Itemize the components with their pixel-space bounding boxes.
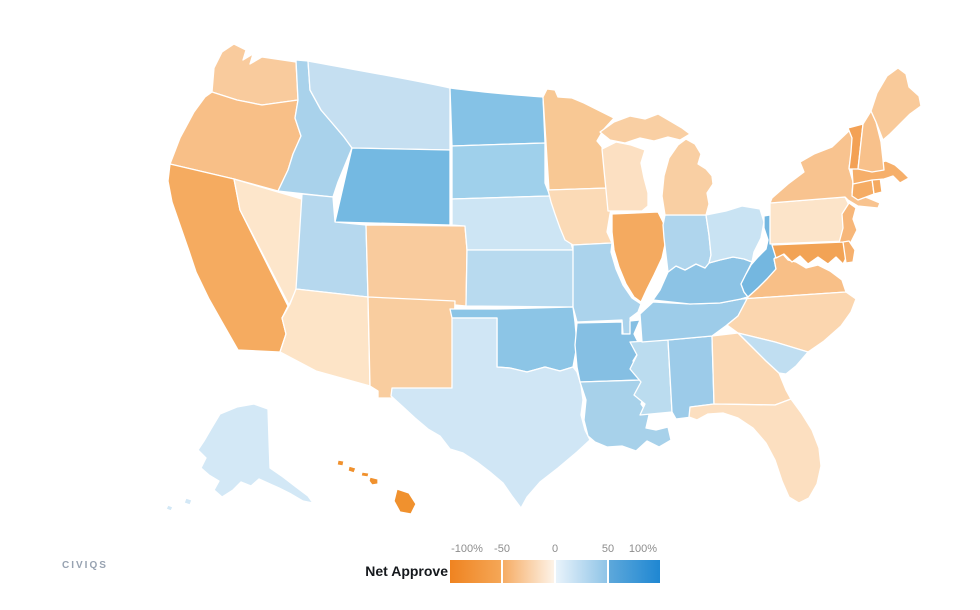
state-wyoming[interactable] <box>334 147 451 226</box>
legend-tick-pos50: 50 <box>601 543 615 555</box>
state-maine[interactable] <box>870 67 922 141</box>
state-arizona[interactable] <box>279 288 371 387</box>
state-south-dakota[interactable] <box>451 142 551 200</box>
state-louisiana[interactable] <box>579 379 672 452</box>
legend-tick-neg100: -100% <box>451 543 483 555</box>
state-delaware[interactable] <box>842 240 856 264</box>
state-virginia[interactable] <box>740 251 847 300</box>
legend-segment-strong-disapprove <box>450 560 501 583</box>
legend-segment-approve <box>556 560 607 583</box>
state-ohio[interactable] <box>705 205 765 264</box>
state-missouri[interactable] <box>572 242 642 335</box>
state-new-mexico[interactable] <box>367 296 456 399</box>
legend-segment-strong-approve <box>609 560 660 583</box>
legend-label: Net Approve <box>365 563 448 579</box>
state-michigan[interactable] <box>599 113 714 216</box>
state-hawaii[interactable] <box>336 459 417 515</box>
state-minnesota[interactable] <box>542 88 615 191</box>
state-california[interactable] <box>167 163 289 353</box>
legend-segment-disapprove <box>503 560 554 583</box>
state-arkansas[interactable] <box>574 319 643 383</box>
legend-tick-neg50: -50 <box>494 543 510 555</box>
state-indiana[interactable] <box>662 214 712 273</box>
state-montana[interactable] <box>307 60 451 151</box>
state-south-carolina[interactable] <box>737 332 809 375</box>
legend-gradient-bar <box>450 560 660 583</box>
legend-tick-pos100: 100% <box>628 543 658 555</box>
state-north-dakota[interactable] <box>449 87 546 147</box>
state-kansas[interactable] <box>465 249 579 308</box>
state-texas[interactable] <box>390 317 591 509</box>
state-florida[interactable] <box>688 398 822 504</box>
legend-tick-zero: 0 <box>551 543 559 555</box>
legend-ticks: -100% -50 0 50 100% <box>450 543 660 557</box>
states-group <box>165 43 922 515</box>
state-pennsylvania[interactable] <box>769 196 852 245</box>
state-wisconsin[interactable] <box>601 141 649 212</box>
state-colorado[interactable] <box>365 224 468 307</box>
civiqs-logo[interactable]: civiqs <box>62 555 108 571</box>
state-alaska[interactable] <box>165 403 314 512</box>
